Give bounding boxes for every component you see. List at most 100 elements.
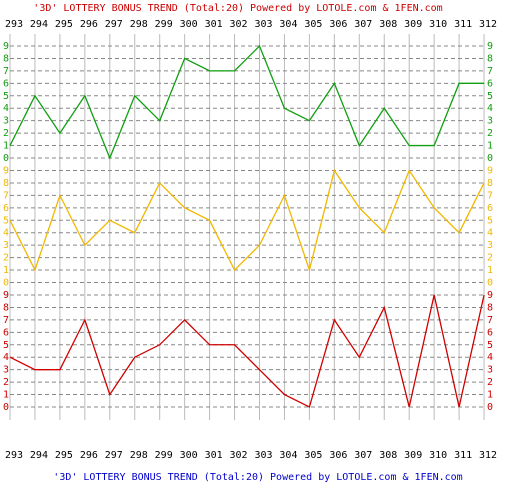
y-tick-label: 0 [487,153,493,164]
y-tick-label: 4 [487,352,493,363]
y-tick-label: 4 [3,228,9,239]
y-tick-label: 7 [487,190,493,201]
y-tick-label: 6 [487,327,493,338]
y-tick-label: 0 [487,402,493,413]
y-tick-label: 0 [487,278,493,289]
x-tick-label: 302 [230,450,248,461]
y-tick-label: 2 [3,128,9,139]
x-tick-label: 301 [205,19,223,30]
y-tick-label: 0 [3,153,9,164]
y-tick-label: 7 [3,315,9,326]
x-tick-label: 295 [55,450,73,461]
x-tick-label: 299 [155,19,173,30]
x-tick-label: 299 [155,450,173,461]
y-tick-label: 9 [3,290,9,301]
y-tick-label: 2 [3,377,9,388]
y-tick-label: 5 [487,340,493,351]
x-tick-label: 310 [429,450,447,461]
y-tick-label: 8 [3,53,9,64]
y-tick-label: 2 [487,253,493,264]
y-tick-label: 5 [3,215,9,226]
x-tick-label: 305 [304,19,322,30]
x-tick-label: 294 [30,19,48,30]
x-tick-label: 304 [279,19,297,30]
x-tick-label: 307 [354,450,372,461]
y-tick-label: 9 [3,41,9,52]
y-tick-label: 1 [487,141,493,152]
y-tick-label: 4 [487,228,493,239]
y-tick-label: 1 [3,390,9,401]
y-tick-label: 5 [487,91,493,102]
x-tick-label: 295 [55,19,73,30]
y-tick-label: 3 [487,240,493,251]
x-tick-label: 309 [404,19,422,30]
x-tick-label: 307 [354,19,372,30]
y-tick-label: 1 [3,265,9,276]
x-tick-label: 296 [80,450,98,461]
y-tick-label: 8 [487,53,493,64]
x-tick-label: 294 [30,450,48,461]
x-tick-label: 296 [80,19,98,30]
y-tick-label: 4 [487,103,493,114]
y-tick-label: 6 [487,203,493,214]
x-tick-label: 293 [5,19,23,30]
x-tick-label: 302 [230,19,248,30]
y-tick-label: 7 [487,66,493,77]
y-tick-label: 1 [3,141,9,152]
y-tick-label: 5 [3,91,9,102]
y-tick-label: 0 [3,402,9,413]
y-tick-label: 8 [487,178,493,189]
y-tick-label: 6 [3,203,9,214]
trend-line [9,294,485,408]
x-tick-label: 312 [479,450,497,461]
y-tick-label: 9 [487,41,493,52]
x-tick-label: 304 [279,450,297,461]
x-tick-label: 309 [404,450,422,461]
x-tick-label: 311 [454,450,472,461]
y-tick-label: 8 [487,302,493,313]
y-tick-label: 7 [3,190,9,201]
y-tick-label: 3 [487,365,493,376]
y-tick-label: 5 [3,340,9,351]
y-tick-label: 1 [487,390,493,401]
y-tick-label: 3 [3,365,9,376]
x-tick-label: 297 [105,450,123,461]
y-tick-label: 9 [487,290,493,301]
y-tick-label: 9 [487,166,493,177]
x-tick-label: 306 [329,450,347,461]
y-tick-label: 2 [487,128,493,139]
x-tick-label: 297 [105,19,123,30]
y-tick-label: 7 [3,66,9,77]
x-tick-label: 301 [205,450,223,461]
chart-title: '3D' LOTTERY BONUS TREND (Total:20) Powe… [33,3,442,14]
trend-line [9,168,485,273]
bottom-title: '3D' LOTTERY BONUS TREND (Total:20) Powe… [53,472,462,483]
y-tick-label: 4 [3,352,9,363]
y-tick-label: 3 [3,116,9,127]
x-tick-label: 305 [304,450,322,461]
x-tick-label: 298 [130,450,148,461]
x-tick-label: 303 [254,19,272,30]
x-tick-label: 300 [180,450,198,461]
y-tick-label: 0 [3,278,9,289]
x-tick-label: 312 [479,19,497,30]
y-tick-label: 6 [487,78,493,89]
y-tick-label: 2 [487,377,493,388]
y-tick-label: 4 [3,103,9,114]
y-tick-label: 3 [3,240,9,251]
x-tick-label: 308 [379,19,397,30]
trend-line [9,44,485,160]
x-tick-label: 308 [379,450,397,461]
x-tick-label: 293 [5,450,23,461]
x-tick-label: 311 [454,19,472,30]
y-tick-label: 3 [487,116,493,127]
y-tick-label: 6 [3,327,9,338]
x-tick-label: 303 [254,450,272,461]
y-tick-label: 8 [3,178,9,189]
x-tick-label: 298 [130,19,148,30]
y-tick-label: 1 [487,265,493,276]
x-tick-label: 310 [429,19,447,30]
y-tick-label: 9 [3,166,9,177]
